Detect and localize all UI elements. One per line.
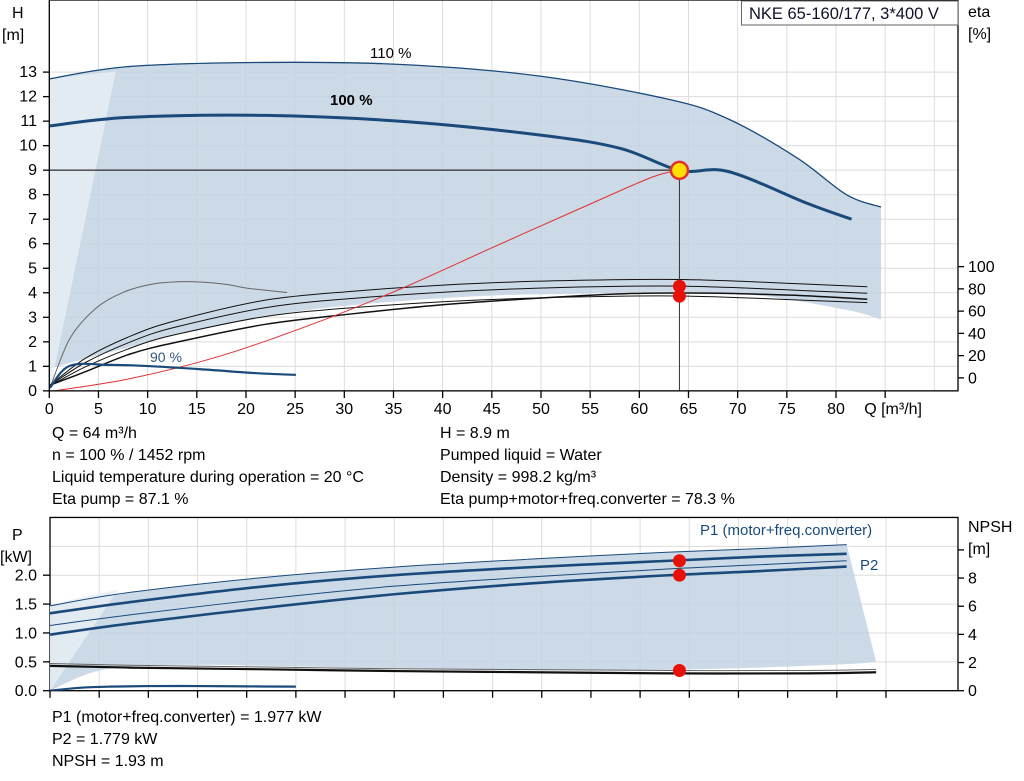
svg-text:70: 70 <box>729 401 747 418</box>
svg-text:0: 0 <box>968 371 977 388</box>
svg-text:[m]: [m] <box>968 541 990 558</box>
svg-text:0: 0 <box>45 401 54 418</box>
svg-text:45: 45 <box>483 401 501 418</box>
svg-text:0.0: 0.0 <box>15 683 37 700</box>
svg-text:75: 75 <box>778 401 796 418</box>
svg-text:90 %: 90 % <box>150 349 182 365</box>
svg-text:100: 100 <box>968 259 995 276</box>
svg-text:10: 10 <box>19 138 37 155</box>
svg-text:[kW]: [kW] <box>0 549 32 566</box>
svg-text:H: H <box>12 5 24 22</box>
svg-text:4: 4 <box>28 285 37 302</box>
svg-text:NKE 65-160/177, 3*400 V: NKE 65-160/177, 3*400 V <box>749 5 939 23</box>
svg-text:15: 15 <box>188 401 206 418</box>
svg-text:4: 4 <box>968 627 977 644</box>
svg-text:2: 2 <box>28 334 37 351</box>
svg-text:6: 6 <box>968 599 977 616</box>
svg-text:1.5: 1.5 <box>15 597 37 614</box>
svg-text:Q [m³/h]: Q [m³/h] <box>864 401 922 418</box>
svg-text:0.5: 0.5 <box>15 654 37 671</box>
svg-text:60: 60 <box>968 304 986 321</box>
svg-text:55: 55 <box>581 401 599 418</box>
svg-text:P2 = 1.779 kW: P2 = 1.779 kW <box>52 731 158 748</box>
svg-text:1.0: 1.0 <box>15 626 37 643</box>
svg-text:40: 40 <box>968 326 986 343</box>
svg-text:Eta pump = 87.1 %: Eta pump = 87.1 % <box>52 491 189 508</box>
svg-text:P2: P2 <box>860 557 878 574</box>
svg-text:9: 9 <box>28 162 37 179</box>
svg-text:65: 65 <box>680 401 698 418</box>
svg-text:Pumped liquid = Water: Pumped liquid = Water <box>440 447 602 464</box>
svg-text:110 %: 110 % <box>370 45 411 62</box>
svg-text:0: 0 <box>968 683 977 700</box>
svg-text:P1 (motor+freq.converter): P1 (motor+freq.converter) <box>700 522 872 539</box>
svg-text:7: 7 <box>28 211 37 228</box>
svg-text:5: 5 <box>94 401 103 418</box>
svg-text:80: 80 <box>827 401 845 418</box>
svg-text:P1 (motor+freq.converter) = 1.: P1 (motor+freq.converter) = 1.977 kW <box>52 709 322 726</box>
svg-text:8: 8 <box>28 187 37 204</box>
svg-text:30: 30 <box>335 401 353 418</box>
svg-text:10: 10 <box>139 401 157 418</box>
svg-text:50: 50 <box>532 401 550 418</box>
svg-text:0: 0 <box>28 383 37 400</box>
svg-text:35: 35 <box>385 401 403 418</box>
svg-text:2: 2 <box>968 655 977 672</box>
svg-text:1: 1 <box>28 358 37 375</box>
svg-text:20: 20 <box>968 348 986 365</box>
svg-text:P: P <box>12 527 23 544</box>
svg-text:8: 8 <box>968 571 977 588</box>
svg-text:[m]: [m] <box>2 27 24 44</box>
svg-text:5: 5 <box>28 260 37 277</box>
svg-text:Liquid temperature during oper: Liquid temperature during operation = 20… <box>52 469 364 486</box>
svg-text:60: 60 <box>630 401 648 418</box>
svg-text:3: 3 <box>28 309 37 326</box>
svg-text:eta: eta <box>968 4 990 21</box>
svg-text:25: 25 <box>286 401 304 418</box>
svg-text:13: 13 <box>19 64 37 81</box>
svg-text:[%]: [%] <box>968 26 991 43</box>
svg-text:Q = 64 m³/h: Q = 64 m³/h <box>52 425 137 442</box>
svg-text:Density = 998.2 kg/m³: Density = 998.2 kg/m³ <box>440 469 597 486</box>
svg-text:H = 8.9 m: H = 8.9 m <box>440 425 510 442</box>
svg-text:6: 6 <box>28 236 37 253</box>
svg-text:NPSH = 1.93 m: NPSH = 1.93 m <box>52 753 164 770</box>
svg-text:12: 12 <box>19 89 37 106</box>
svg-text:Eta pump+motor+freq.converter: Eta pump+motor+freq.converter = 78.3 % <box>440 491 735 508</box>
svg-text:11: 11 <box>20 113 37 130</box>
svg-text:40: 40 <box>434 401 452 418</box>
svg-text:80: 80 <box>968 281 986 298</box>
svg-text:n = 100 % / 1452 rpm: n = 100 % / 1452 rpm <box>52 447 205 464</box>
svg-text:20: 20 <box>237 401 255 418</box>
svg-text:100 %: 100 % <box>330 92 373 109</box>
svg-text:NPSH: NPSH <box>968 519 1012 536</box>
svg-text:2.0: 2.0 <box>15 568 37 585</box>
